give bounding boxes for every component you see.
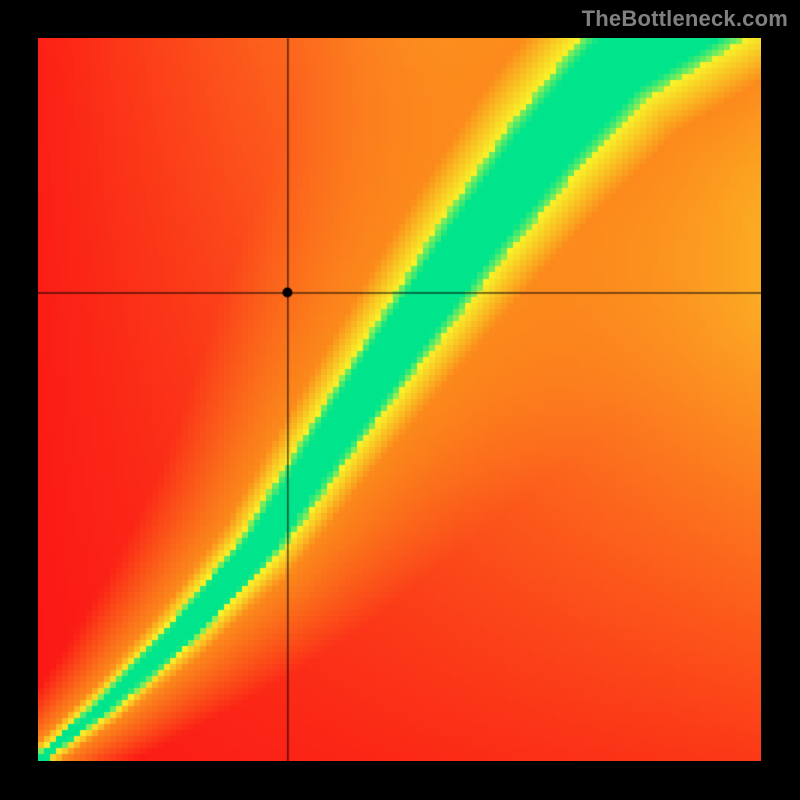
chart-wrapper: TheBottleneck.com [0,0,800,800]
watermark-text: TheBottleneck.com [582,6,788,32]
bottleneck-heatmap [38,38,761,761]
